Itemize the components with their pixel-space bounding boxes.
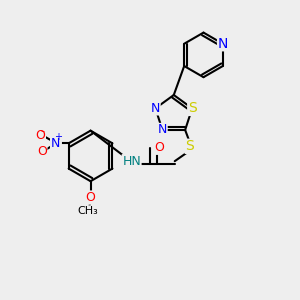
Text: CH₃: CH₃ — [77, 206, 98, 216]
Text: N: N — [151, 102, 160, 115]
Text: S: S — [185, 139, 194, 153]
Text: O: O — [154, 141, 164, 154]
Text: N: N — [158, 124, 167, 136]
Text: -: - — [40, 126, 44, 136]
Text: N: N — [51, 137, 60, 150]
Text: N: N — [218, 37, 228, 51]
Text: O: O — [85, 191, 95, 204]
Text: O: O — [37, 145, 47, 158]
Text: +: + — [54, 132, 62, 142]
Text: S: S — [188, 101, 197, 116]
Text: HN: HN — [122, 155, 141, 168]
Text: O: O — [35, 129, 45, 142]
